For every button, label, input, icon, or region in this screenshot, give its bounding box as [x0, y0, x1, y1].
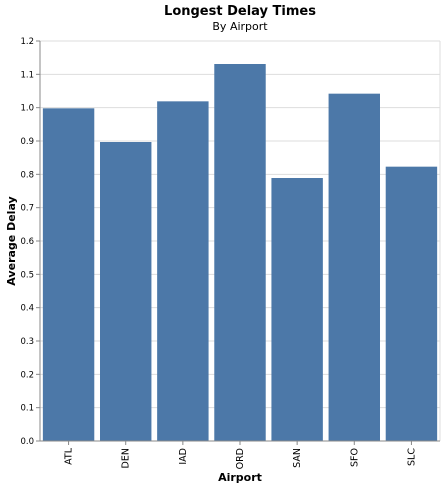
x-tick-label: SLC [406, 448, 417, 466]
y-tick-label: 1.2 [20, 37, 34, 47]
x-tick-label: ATL [64, 447, 75, 465]
bar-san [271, 178, 323, 441]
y-tick-label: 0.6 [20, 237, 34, 247]
y-tick-label: 0.2 [20, 370, 34, 380]
x-tick-label: ORD [235, 448, 246, 469]
axes: 0.0 0.1 0.2 0.3 0.4 0.5 0.6 0.7 0.8 0.9 1.0 1.1 1.2 A… [20, 37, 440, 469]
bar-slc [385, 166, 438, 441]
bar-den [100, 142, 152, 441]
y-tick-label: 0.8 [20, 170, 34, 180]
bar-iad [157, 101, 209, 441]
y-tick-label: 1.1 [20, 70, 34, 80]
y-tick-label: 0.7 [20, 204, 34, 214]
chart-title: Longest Delay Times [164, 4, 316, 19]
chart-subtitle: By Airport [212, 20, 268, 33]
y-tick-label: 0.1 [20, 404, 34, 414]
bars [42, 64, 438, 442]
bar-sfo [328, 93, 380, 442]
y-tick-label: 0.5 [20, 270, 34, 280]
x-tick-label: IAD [178, 448, 189, 465]
x-tick-label: SAN [292, 448, 303, 468]
y-tick-label: 0.9 [20, 137, 34, 147]
y-axis-title: Average Delay [5, 196, 18, 285]
y-tick-label: 0.4 [20, 304, 34, 314]
y-tick-label: 0.0 [20, 437, 34, 447]
x-axis-title: Airport [218, 471, 262, 484]
y-tick-label: 1.0 [20, 104, 34, 114]
bar-atl [42, 108, 95, 441]
x-tick-label: DEN [121, 448, 132, 468]
y-tick-label: 0.3 [20, 337, 34, 347]
x-tick-label: SFO [349, 448, 360, 467]
bar-ord [214, 64, 266, 441]
